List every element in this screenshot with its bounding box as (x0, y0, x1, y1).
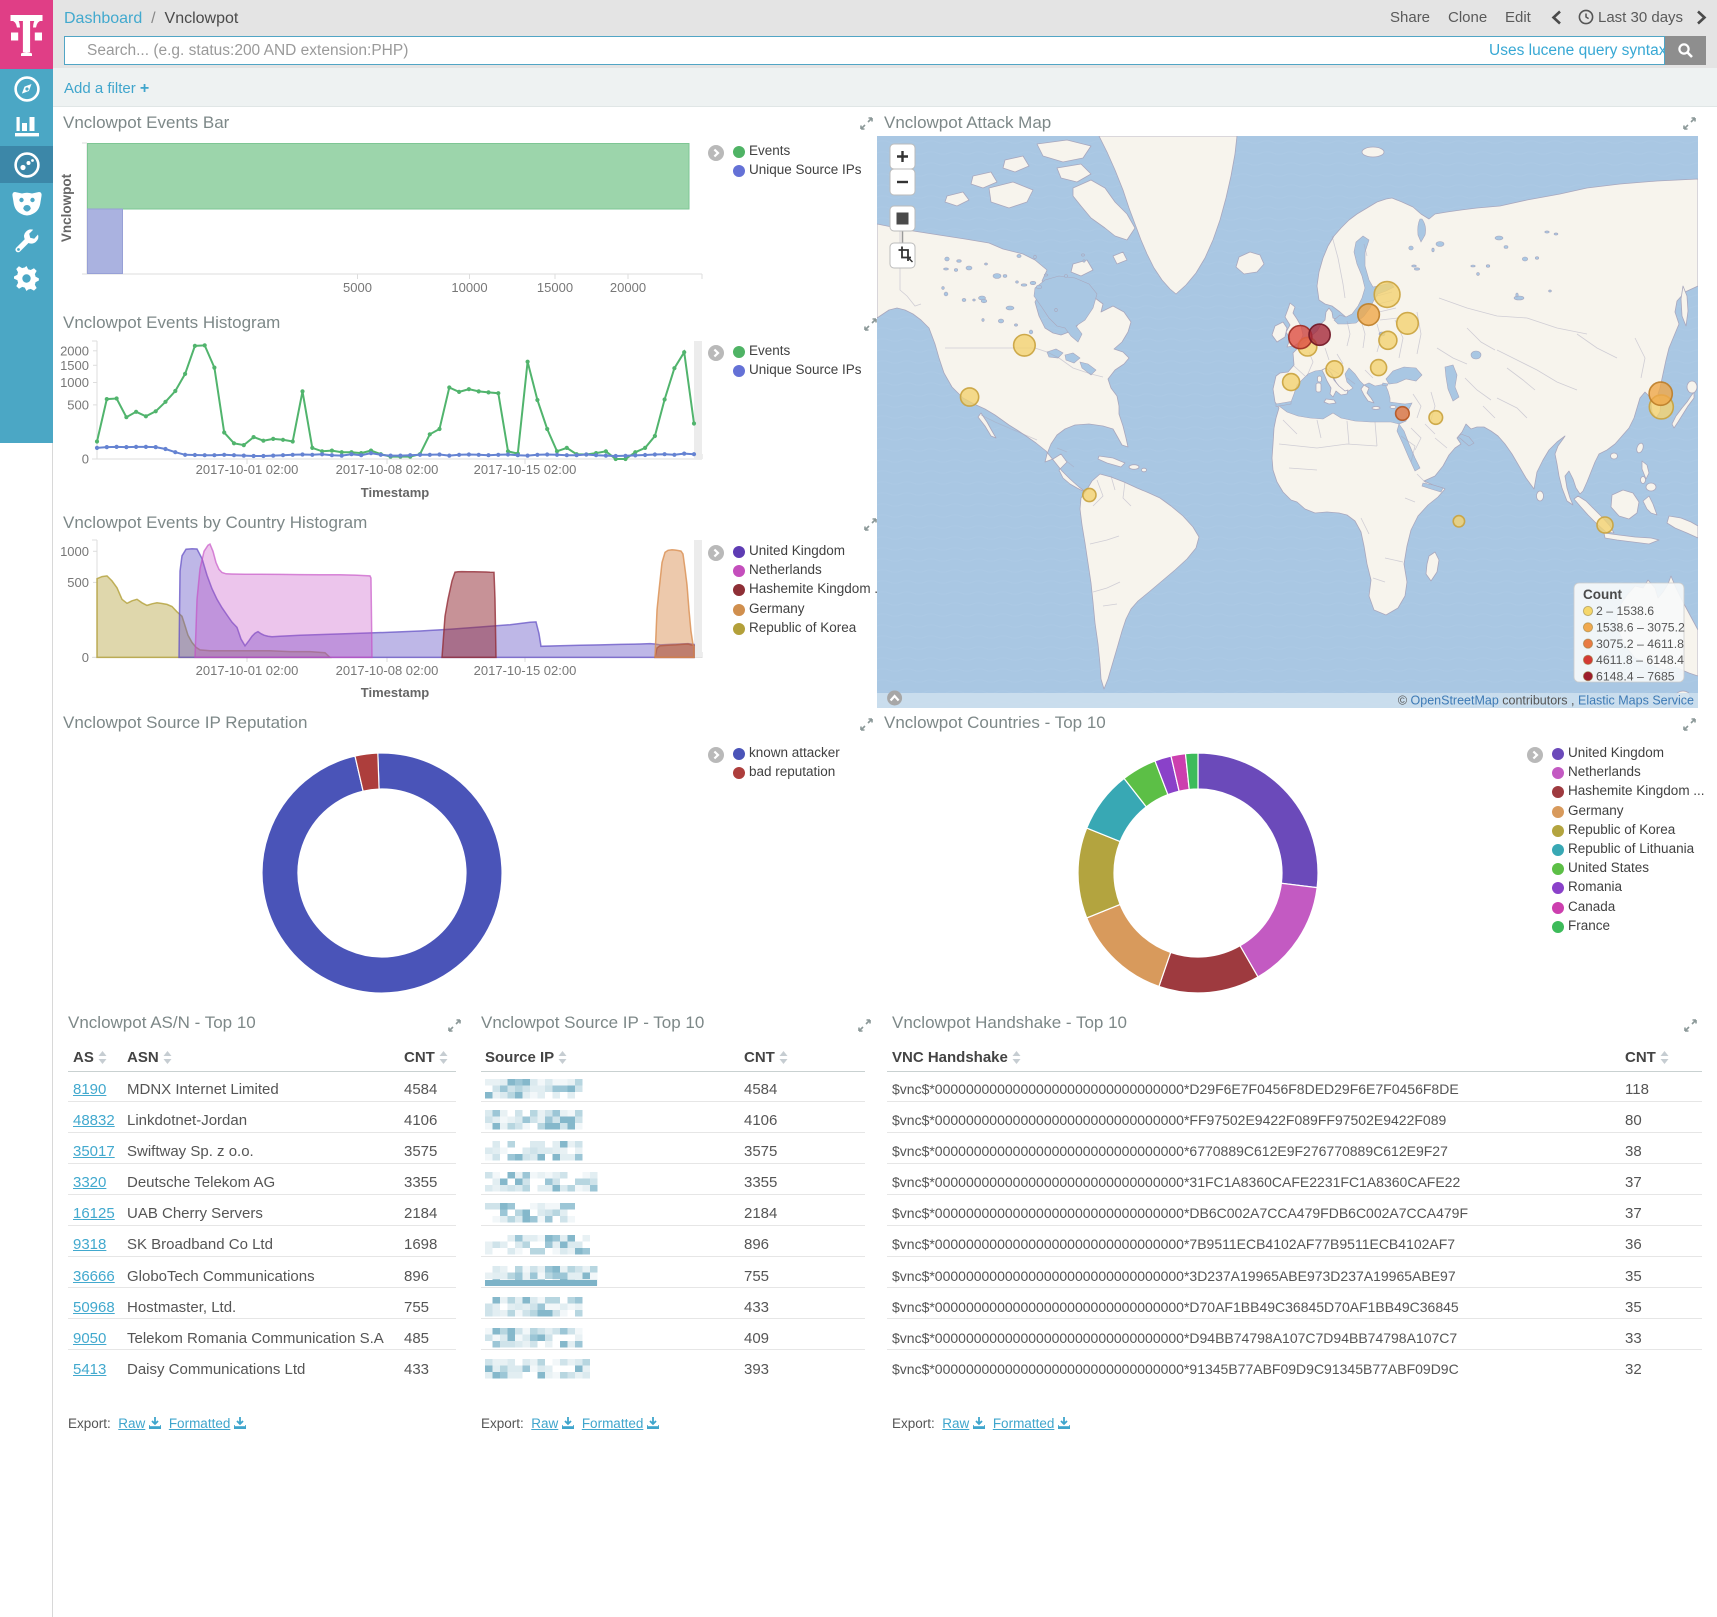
svg-text:500: 500 (67, 397, 89, 412)
svg-text:2 – 1538.6: 2 – 1538.6 (1596, 604, 1654, 618)
svg-text:0: 0 (82, 650, 89, 665)
svg-text:10000: 10000 (451, 280, 487, 295)
svg-text:Count: Count (1583, 587, 1622, 602)
svg-text:2017-10-08 02:00: 2017-10-08 02:00 (336, 462, 439, 477)
svg-text:3075.2 – 4611.8: 3075.2 – 4611.8 (1596, 637, 1684, 651)
svg-text:15000: 15000 (537, 280, 573, 295)
svg-text:2017-10-08 02:00: 2017-10-08 02:00 (336, 663, 439, 678)
svg-text:2017-10-01 02:00: 2017-10-01 02:00 (196, 462, 299, 477)
svg-text:20000: 20000 (610, 280, 646, 295)
svg-text:1000: 1000 (60, 375, 89, 390)
svg-text:1538.6 – 3075.2: 1538.6 – 3075.2 (1596, 621, 1685, 635)
svg-text:2017-10-15 02:00: 2017-10-15 02:00 (474, 663, 577, 678)
svg-text:Timestamp: Timestamp (361, 485, 429, 500)
svg-text:© OpenStreetMap contributors ,: © OpenStreetMap contributors , Elastic M… (1398, 694, 1694, 708)
svg-text:6148.4 – 7685: 6148.4 – 7685 (1596, 669, 1675, 683)
svg-text:Vnclowpot: Vnclowpot (59, 173, 74, 242)
svg-text:0: 0 (82, 452, 89, 467)
svg-text:2017-10-01 02:00: 2017-10-01 02:00 (196, 663, 299, 678)
svg-text:5000: 5000 (343, 280, 372, 295)
svg-text:1500: 1500 (60, 358, 89, 373)
svg-text:Timestamp: Timestamp (361, 685, 429, 700)
svg-text:2017-10-15 02:00: 2017-10-15 02:00 (474, 462, 577, 477)
svg-text:1000: 1000 (60, 544, 89, 559)
svg-text:4611.8 – 6148.4: 4611.8 – 6148.4 (1596, 653, 1684, 667)
svg-text:2000: 2000 (60, 343, 89, 358)
svg-text:500: 500 (67, 575, 89, 590)
